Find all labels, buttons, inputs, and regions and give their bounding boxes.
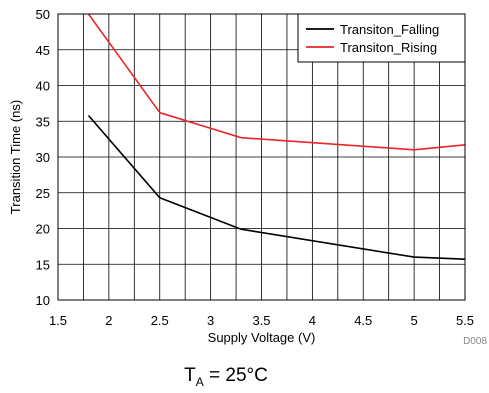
legend: Transiton_Falling Transiton_Rising xyxy=(297,13,466,63)
x-tick-label: 3 xyxy=(207,313,214,328)
plot-frame xyxy=(57,13,466,301)
caption-symbol: T xyxy=(184,365,196,386)
series-layer xyxy=(87,13,466,260)
x-tick-label: 3.5 xyxy=(252,313,270,328)
x-tick-label: 5 xyxy=(411,313,418,328)
y-tick-label: 30 xyxy=(36,150,50,165)
y-tick-label: 25 xyxy=(36,186,50,201)
legend-label: Transiton_Falling xyxy=(340,22,439,37)
y-tick-label: 45 xyxy=(36,43,50,58)
series-line-transiton-falling xyxy=(87,114,466,260)
legend-label: Transiton_Rising xyxy=(340,40,437,55)
series-line-transiton-rising xyxy=(87,13,466,151)
x-tick-label: 4 xyxy=(309,313,316,328)
x-axis-label: Supply Voltage (V) xyxy=(208,330,316,345)
y-tick-labels: 10 15 20 25 30 35 40 45 50 xyxy=(36,7,50,308)
x-tick-label: 4.5 xyxy=(354,313,372,328)
x-tick-label: 2 xyxy=(105,313,112,328)
x-tick-labels: 1.5 2 2.5 3 3.5 4 4.5 5 5.5 xyxy=(49,313,474,328)
y-tick-label: 35 xyxy=(36,114,50,129)
x-tick-label: 1.5 xyxy=(49,313,67,328)
figure-code: D008 xyxy=(463,336,487,347)
x-tick-label: 5.5 xyxy=(456,313,474,328)
legend-box xyxy=(297,13,466,63)
y-tick-label: 15 xyxy=(36,257,50,272)
x-tick-label: 2.5 xyxy=(151,313,169,328)
y-tick-label: 10 xyxy=(36,293,50,308)
y-axis-label: Transition Time (ns) xyxy=(8,100,23,214)
y-tick-label: 20 xyxy=(36,222,50,237)
y-tick-label: 50 xyxy=(36,7,50,22)
temperature-caption: TA = 25°C xyxy=(0,365,452,389)
caption-condition: = 25°C xyxy=(203,365,268,386)
caption-subscript: A xyxy=(195,374,204,389)
y-tick-label: 40 xyxy=(36,79,50,94)
